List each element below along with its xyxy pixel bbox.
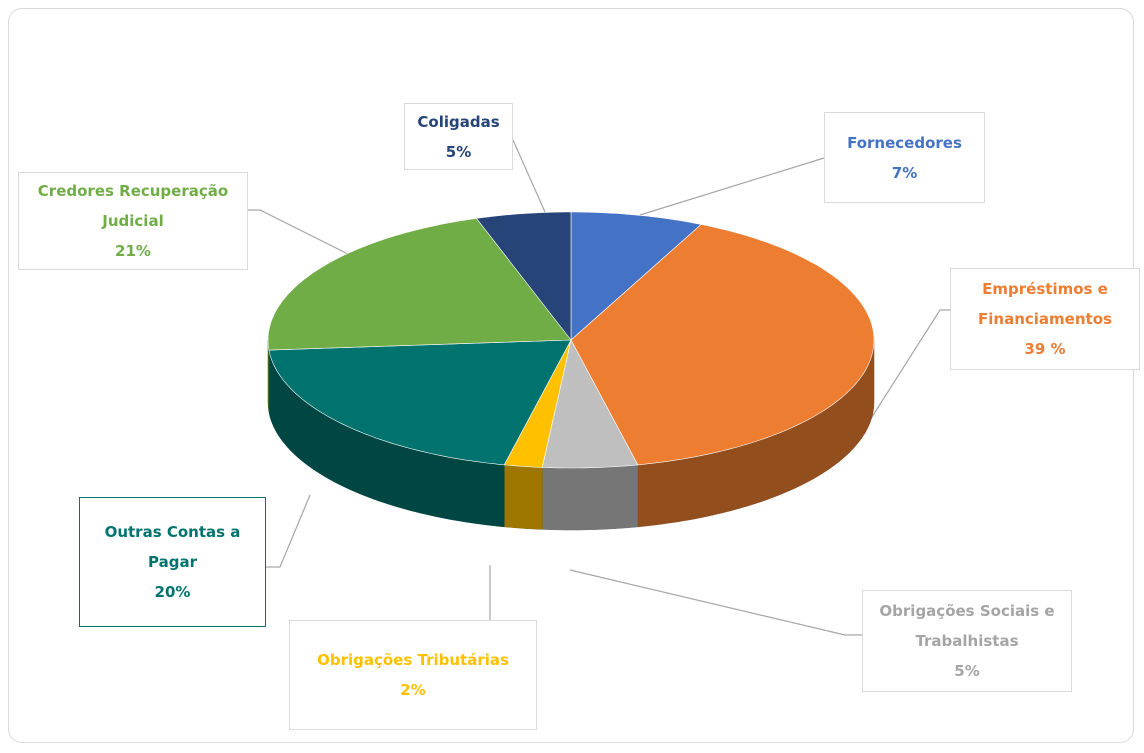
category-label: Obrigações Tributárias bbox=[317, 651, 509, 669]
leader-line bbox=[569, 569, 862, 636]
category-label: Obrigações Sociais e Trabalhistas bbox=[879, 602, 1055, 650]
data-label: Coligadas 5% bbox=[404, 103, 513, 170]
leader-line bbox=[512, 139, 546, 213]
category-label: Outras Contas a Pagar bbox=[104, 523, 241, 571]
data-label: Empréstimos e Financiamentos 39 % bbox=[950, 268, 1140, 370]
value-label: 5% bbox=[445, 142, 472, 161]
slice bbox=[570, 224, 875, 466]
slice bbox=[570, 211, 702, 341]
category-label: Empréstimos e Financiamentos bbox=[978, 280, 1112, 328]
slice bbox=[541, 339, 639, 469]
leader-line bbox=[869, 309, 950, 421]
pie bbox=[267, 211, 875, 531]
category-label: Fornecedores bbox=[847, 133, 962, 152]
chart-frame bbox=[8, 8, 1134, 743]
slice bbox=[268, 339, 572, 466]
value-label: 2% bbox=[400, 681, 426, 699]
category-label: Coligadas bbox=[417, 112, 500, 131]
leader-line bbox=[639, 157, 825, 216]
data-label: Fornecedores 7% bbox=[824, 112, 985, 203]
value-label: 7% bbox=[891, 163, 918, 182]
slice-side bbox=[541, 464, 639, 531]
data-label[interactable]: Outras Contas a Pagar 20% bbox=[79, 497, 266, 627]
pie-sides bbox=[267, 339, 875, 531]
leader-lines bbox=[248, 139, 950, 636]
slice-side bbox=[503, 464, 543, 530]
data-label: Obrigações Sociais e Trabalhistas 5% bbox=[862, 590, 1072, 692]
category-label: Credores Recuperação Judicial bbox=[37, 182, 229, 230]
slice bbox=[475, 211, 572, 341]
value-label: 5% bbox=[954, 662, 980, 680]
value-label: 20% bbox=[154, 583, 191, 601]
leader-line bbox=[248, 209, 351, 256]
leader-line bbox=[266, 494, 311, 568]
value-label: 39 % bbox=[1024, 340, 1066, 358]
pie-tops bbox=[267, 211, 875, 469]
data-label: Obrigações Tributárias 2% bbox=[289, 620, 537, 730]
data-label: Credores Recuperação Judicial 21% bbox=[18, 172, 248, 270]
slice bbox=[267, 218, 572, 351]
value-label: 21% bbox=[115, 242, 151, 260]
